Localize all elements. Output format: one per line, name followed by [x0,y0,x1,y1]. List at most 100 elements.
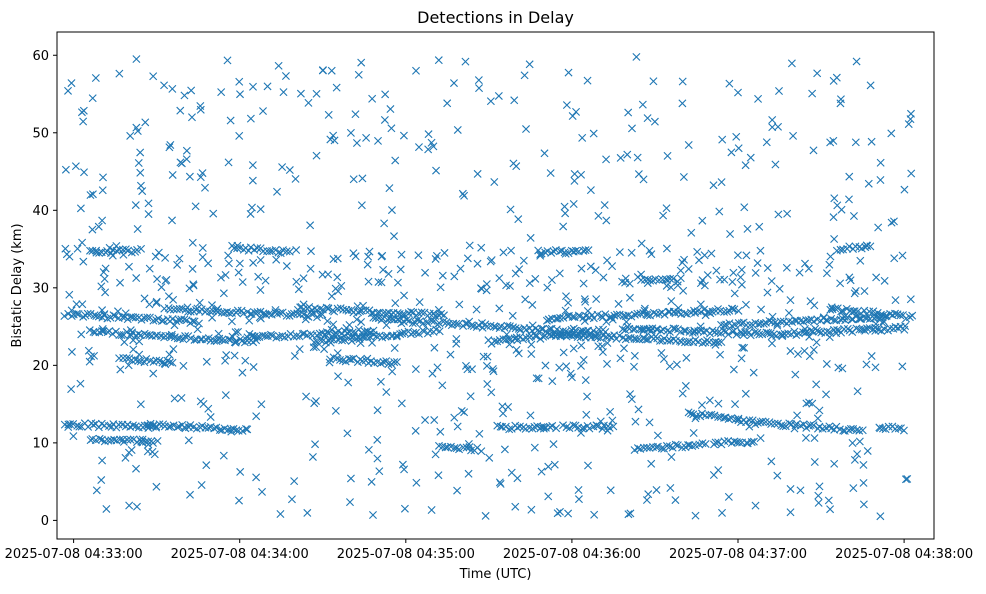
data-point [215,426,224,435]
data-point [738,343,747,352]
data-point [673,281,682,290]
data-point [526,233,535,242]
data-point [60,312,69,321]
data-point [346,474,355,483]
data-point [89,420,98,429]
data-point [367,477,376,486]
data-point [180,423,189,432]
data-point [804,316,813,325]
data-point [144,437,153,446]
data-point [393,315,402,324]
data-point [527,505,536,514]
data-point [762,138,771,147]
data-point [131,313,140,322]
data-point [564,249,573,258]
data-point [771,160,780,169]
data-point [850,289,859,298]
data-point [104,422,113,431]
data-point [755,222,764,231]
data-point [415,298,424,307]
data-point [190,335,199,344]
data-point [131,201,140,210]
data-point [734,306,743,315]
data-point [247,203,256,212]
data-point [334,327,343,336]
data-point [316,304,325,313]
data-point [116,278,125,287]
data-point [121,453,130,462]
data-point [773,321,782,330]
data-point [376,377,385,386]
data-point [640,304,649,313]
data-point [231,328,240,337]
data-point [908,311,917,320]
y-tick-label: 60 [32,49,49,64]
data-point [120,338,129,347]
data-point [100,310,109,319]
data-point [830,194,839,203]
data-point [878,319,887,328]
data-point [162,275,171,284]
data-point [741,300,750,309]
data-point [742,321,751,330]
data-point [127,446,136,455]
data-point [318,270,327,279]
data-point [135,337,144,346]
data-point [775,86,783,95]
data-point [438,271,447,280]
data-point [434,56,443,65]
data-point [188,238,197,247]
data-point [851,138,860,147]
data-point [906,115,915,124]
data-point [802,399,811,408]
data-point [800,325,809,333]
data-point [898,362,907,371]
data-point [222,351,231,360]
data-point [241,356,250,365]
data-point [213,335,222,344]
data-point [116,365,125,374]
data-point [612,310,621,319]
data-point [603,426,612,435]
data-point [684,264,693,273]
data-point [461,57,470,66]
data-point [374,277,383,286]
data-point [295,345,304,354]
data-point [552,424,561,433]
data-point [483,380,492,388]
data-point [336,304,345,313]
data-point [590,510,599,519]
data-point [405,316,413,325]
data-point [532,332,541,341]
data-point [357,317,366,326]
data-point [390,232,399,241]
data-point [826,305,835,314]
data-point [428,369,437,378]
data-point [724,436,733,445]
data-point [61,165,70,174]
data-point [307,247,315,256]
data-point [128,328,137,337]
data-point [308,452,317,461]
data-point [166,358,175,367]
data-point [72,309,81,318]
data-point [234,327,242,336]
data-point [584,246,593,255]
data-point [475,84,484,93]
data-point [486,97,495,106]
data-point [353,302,362,311]
data-point [717,178,726,187]
data-point [505,425,514,434]
data-point [467,446,476,455]
data-point [236,90,245,99]
data-point [601,310,610,319]
data-point [711,340,720,349]
data-point [243,425,252,434]
data-point [550,460,559,469]
data-point [583,76,592,85]
data-point [453,422,462,431]
data-point [312,343,321,352]
data-point [849,212,858,221]
data-point [737,329,746,338]
data-point [202,357,211,366]
